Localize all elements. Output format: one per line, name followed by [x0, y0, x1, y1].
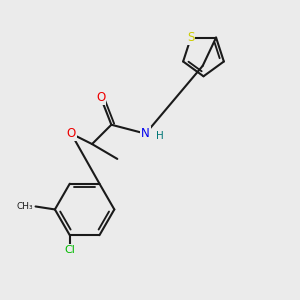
Text: O: O [96, 92, 106, 104]
Text: O: O [67, 127, 76, 140]
Text: Cl: Cl [64, 245, 75, 255]
Text: N: N [141, 127, 150, 140]
Text: S: S [187, 31, 195, 44]
Text: CH₃: CH₃ [16, 202, 33, 211]
Text: H: H [156, 131, 164, 141]
